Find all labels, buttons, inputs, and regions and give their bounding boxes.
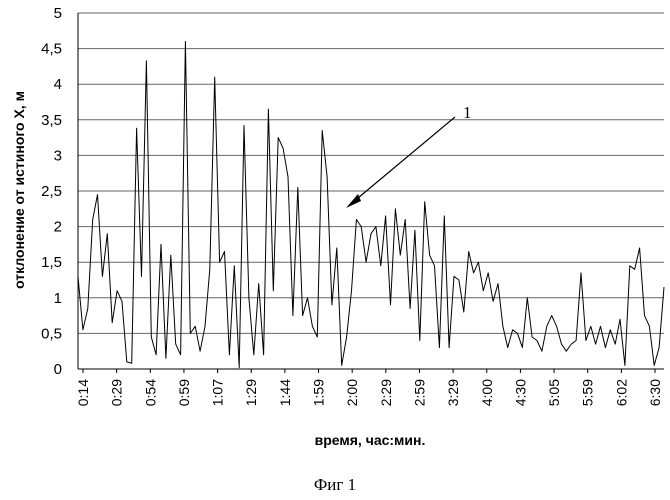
y-tick-label: 0 [54,361,62,378]
x-tick-label: 2:29 [378,379,394,406]
y-tick-label: 1 [54,290,62,307]
series-line [78,42,664,368]
x-tick-label: 0:14 [75,379,91,406]
x-tick-label: 4:00 [479,379,495,406]
x-tick-label: 6:30 [647,379,663,406]
y-tick-label: 2,5 [41,183,62,200]
x-tick-label: 6:02 [613,379,629,406]
y-tick-label: 3,5 [41,112,62,129]
x-tick-label: 0:59 [176,379,192,406]
annotation-arrow [352,117,455,203]
y-axis-title: отклонение от истиного X, м [11,91,27,289]
y-tick-labels: 0 0,5 1 1,5 2 2,5 3 3,5 4 4,5 5 [41,5,62,378]
x-axis-title: время, час:мин. [315,432,426,448]
x-tick-label: 2:59 [411,379,427,406]
y-tick-label: 1,5 [41,254,62,271]
x-tick-label: 0:54 [142,379,158,406]
x-tick-label: 1:44 [277,379,293,406]
y-tick-label: 0,5 [41,325,62,342]
axes [78,13,664,373]
y-tick-label: 5 [54,5,62,22]
gridlines [78,13,664,333]
x-tick-label: 0:29 [109,379,125,406]
x-tick-label: 4:30 [512,379,528,406]
x-tick-label: 3:29 [445,379,461,406]
y-tick-label: 2 [54,219,62,236]
series-layer [78,42,664,368]
annotation-arrowhead [346,194,361,208]
x-tick-labels: 0:14 0:29 0:54 0:59 1:07 1:29 1:44 1:59 2:00 2:29… [75,379,663,406]
x-tick-label: 1:07 [210,379,226,406]
y-tick-label: 3 [54,147,62,164]
annotation-label: 1 [463,103,472,122]
y-tick-label: 4 [54,76,62,93]
x-tick-label: 5:05 [546,379,562,406]
figure-caption: Фиг 1 [0,475,670,495]
x-tick-label: 5:59 [580,379,596,406]
x-tick-label: 2:00 [344,379,360,406]
x-tick-label: 1:59 [311,379,327,406]
y-tick-label: 4,5 [41,41,62,58]
x-tick-label: 1:29 [243,379,259,406]
